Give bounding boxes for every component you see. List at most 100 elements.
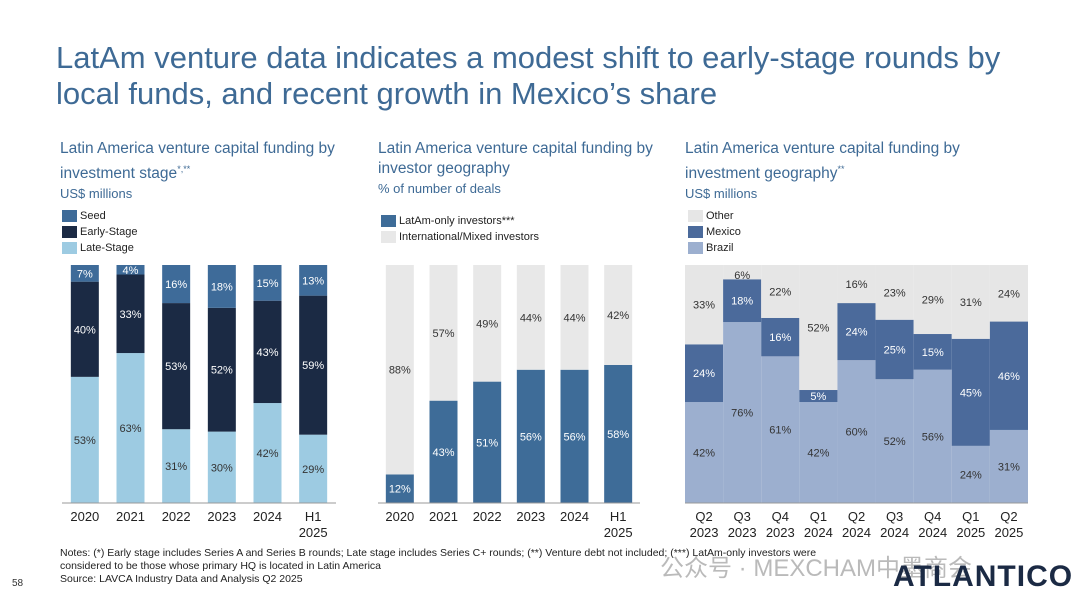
data-label: 25% bbox=[884, 344, 906, 356]
legend-label: Other bbox=[706, 210, 734, 222]
data-label: 15% bbox=[922, 347, 944, 359]
page-number: 58 bbox=[12, 578, 24, 589]
data-label: 58% bbox=[607, 429, 629, 441]
legend-item: Late-Stage bbox=[62, 240, 137, 256]
data-label: 42% bbox=[607, 310, 629, 322]
bar-segment bbox=[70, 376, 99, 503]
bar-segment bbox=[162, 265, 191, 304]
bar-segment bbox=[429, 400, 458, 503]
legend-item: International/Mixed investors bbox=[381, 229, 539, 245]
data-label: 22% bbox=[769, 286, 791, 298]
bar-segment bbox=[70, 265, 99, 282]
legend-swatch bbox=[62, 210, 77, 222]
data-label: 4% bbox=[123, 265, 139, 277]
bar-segment bbox=[516, 369, 545, 503]
bar-segment bbox=[253, 265, 282, 301]
x-tick-label: 2025 bbox=[994, 525, 1023, 540]
bar-segment bbox=[560, 369, 589, 503]
data-label: 56% bbox=[563, 431, 585, 443]
data-label: 31% bbox=[998, 461, 1020, 473]
bar-segment bbox=[875, 379, 914, 503]
chart3-title-suffix: ** bbox=[837, 164, 845, 174]
x-tick-label: H1 bbox=[610, 509, 627, 524]
notes-text: Notes: (*) Early stage includes Series A… bbox=[60, 547, 817, 572]
bar-segment bbox=[162, 429, 191, 503]
bar-segment bbox=[116, 353, 145, 503]
bar-segment bbox=[837, 303, 876, 361]
data-label: 29% bbox=[302, 464, 324, 476]
watermark: 公众号 · MEXCHAM中墨商会 bbox=[660, 555, 972, 582]
data-label: 13% bbox=[302, 275, 324, 287]
bar-segment bbox=[473, 381, 502, 503]
data-label: 56% bbox=[922, 431, 944, 443]
legend-swatch bbox=[688, 210, 703, 222]
data-label: 52% bbox=[211, 365, 233, 377]
bar-segment bbox=[989, 429, 1028, 503]
chart3-title-block: Latin America venture capital funding by… bbox=[685, 139, 985, 204]
legend-swatch bbox=[688, 226, 703, 238]
legend-label: Seed bbox=[80, 210, 106, 222]
x-tick-label: 2022 bbox=[473, 509, 502, 524]
x-tick-label: Q2 bbox=[848, 509, 865, 524]
data-label: 40% bbox=[74, 324, 96, 336]
bar-segment bbox=[253, 403, 282, 503]
x-tick-label: 2023 bbox=[690, 525, 719, 540]
bar-segment bbox=[116, 265, 145, 275]
bar-segment bbox=[837, 265, 876, 304]
x-tick-label: 2024 bbox=[253, 509, 282, 524]
legend-item: Other bbox=[688, 208, 741, 224]
data-label: 16% bbox=[845, 279, 867, 291]
bar-segment bbox=[116, 274, 145, 354]
data-label: 18% bbox=[731, 296, 753, 308]
bar-segment bbox=[253, 300, 282, 404]
x-tick-label: 2023 bbox=[766, 525, 795, 540]
data-label: 49% bbox=[476, 318, 498, 330]
legend-item: Mexico bbox=[688, 224, 741, 240]
legend-swatch bbox=[381, 215, 396, 227]
bar-segment bbox=[951, 445, 990, 503]
bar-segment bbox=[560, 265, 589, 370]
x-tick-label: Q2 bbox=[1000, 509, 1017, 524]
data-label: 42% bbox=[807, 448, 829, 460]
bar-segment bbox=[516, 265, 545, 370]
data-label: 63% bbox=[119, 423, 141, 435]
data-label: 88% bbox=[389, 365, 411, 377]
data-label: 33% bbox=[119, 309, 141, 321]
chart2-legend: LatAm-only investors*** International/Mix… bbox=[381, 213, 539, 245]
x-tick-label: 2024 bbox=[880, 525, 909, 540]
data-label: 29% bbox=[922, 295, 944, 307]
legend-label: LatAm-only investors*** bbox=[399, 215, 515, 227]
chart3-title: Latin America venture capital funding by… bbox=[685, 140, 960, 183]
bar-segment bbox=[385, 265, 414, 475]
x-tick-label: 2023 bbox=[207, 509, 236, 524]
bar-segment bbox=[685, 344, 724, 403]
x-tick-label: 2025 bbox=[956, 525, 985, 540]
bar-segment bbox=[761, 265, 800, 318]
bar-segment bbox=[799, 265, 838, 391]
bar-segment bbox=[951, 338, 990, 446]
data-label: 43% bbox=[256, 347, 278, 359]
data-label: 7% bbox=[77, 268, 93, 280]
data-label: 16% bbox=[769, 332, 791, 344]
x-tick-label: 2025 bbox=[299, 525, 328, 540]
bar-segment bbox=[70, 281, 99, 377]
data-label: 18% bbox=[211, 281, 233, 293]
legend-item: Seed bbox=[62, 208, 137, 224]
legend-item: Early-Stage bbox=[62, 224, 137, 240]
bar-segment bbox=[989, 265, 1028, 322]
bar-segment bbox=[799, 402, 838, 503]
x-tick-label: Q3 bbox=[886, 509, 903, 524]
data-label: 44% bbox=[563, 312, 585, 324]
footnotes: Notes: (*) Early stage includes Series A… bbox=[60, 547, 820, 586]
data-label: 46% bbox=[998, 371, 1020, 383]
x-tick-label: 2023 bbox=[728, 525, 757, 540]
chart2-title-block: Latin America venture capital funding by… bbox=[378, 139, 678, 199]
data-label: 45% bbox=[960, 387, 982, 399]
data-label: 43% bbox=[432, 447, 454, 459]
bar-segment bbox=[875, 319, 914, 380]
data-label: 56% bbox=[520, 431, 542, 443]
data-label: 15% bbox=[256, 278, 278, 290]
page-title: LatAm venture data indicates a modest sh… bbox=[56, 40, 1001, 111]
x-tick-label: 2024 bbox=[804, 525, 833, 540]
